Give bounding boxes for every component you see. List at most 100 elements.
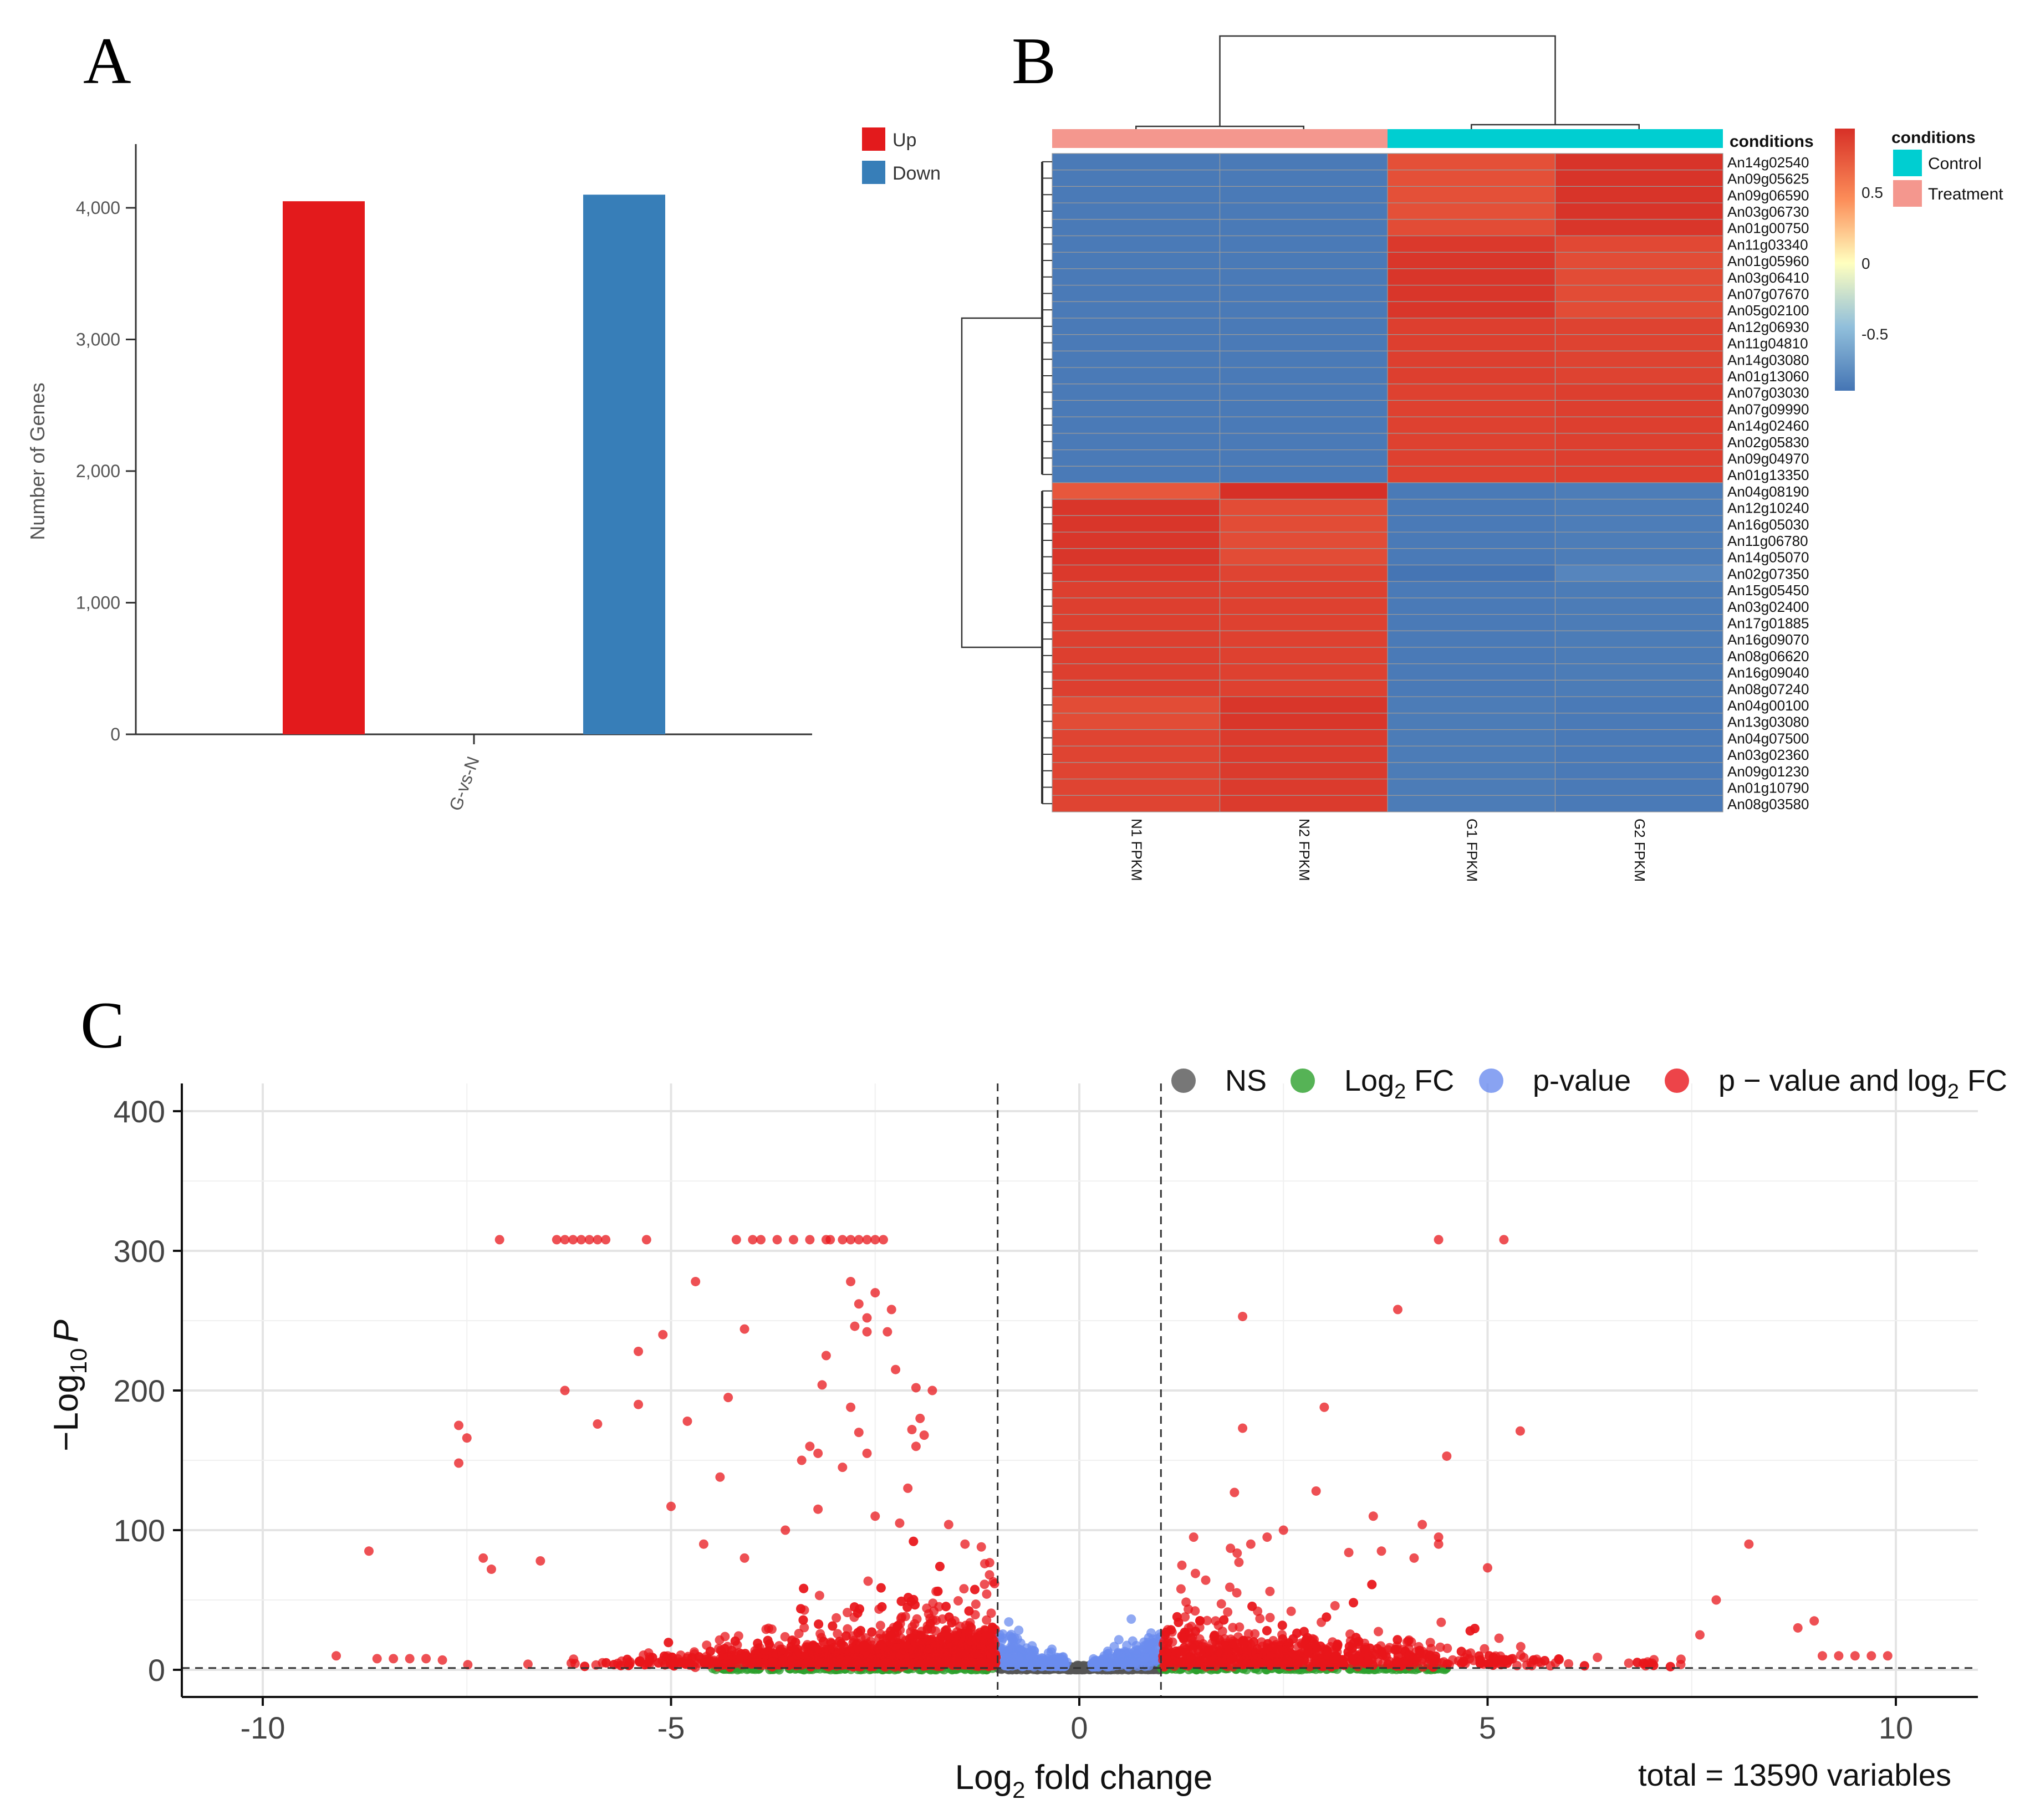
scatter-point-pvalue (1012, 1634, 1022, 1644)
scatter-point-pvalue (1113, 1649, 1123, 1659)
scatter-point-significant (896, 1596, 906, 1606)
scatter-point-significant (980, 1579, 990, 1589)
heatmap-row-label: An09g01230 (1727, 763, 1809, 780)
legend-label-rest: FC (1406, 1064, 1454, 1097)
scatter-point-significant (1299, 1627, 1309, 1637)
scatter-point-significant (1474, 1651, 1484, 1661)
scatter-point-significant (1247, 1601, 1257, 1611)
scatter-point-significant (1343, 1647, 1353, 1657)
heatmap-cell (1052, 318, 1221, 335)
scatter-point-significant (694, 1652, 704, 1662)
scatter-point-pvalue (1126, 1614, 1136, 1624)
heatmap-cell (1219, 268, 1388, 286)
scatter-point-significant (805, 1235, 815, 1245)
scatter-point-significant (1180, 1612, 1190, 1622)
heatmap-cell (1387, 153, 1556, 171)
heatmap-cell (1219, 499, 1388, 517)
scatter-point-pvalue (1122, 1640, 1132, 1650)
scatter-point-significant (832, 1613, 841, 1623)
scatter-point-significant (1497, 1655, 1507, 1665)
scatter-point-pvalue (1123, 1661, 1133, 1671)
scatter-point-significant (1171, 1646, 1181, 1656)
scatter-point-significant (941, 1625, 951, 1635)
scatter-point-significant (1436, 1617, 1446, 1627)
scatter-point-significant (1292, 1628, 1302, 1638)
heatmap-cell (1052, 647, 1221, 664)
heatmap-cell (1387, 449, 1556, 467)
bar-down (583, 195, 665, 734)
heatmap-row-label: An14g02460 (1727, 417, 1809, 434)
scatter-point-significant (1344, 1547, 1354, 1557)
scatter-point-significant (940, 1657, 950, 1667)
scatter-point-significant (988, 1577, 998, 1587)
scatter-point-significant (730, 1655, 739, 1665)
heatmap-row-label: An14g03080 (1727, 351, 1809, 368)
heatmap-cell (1219, 252, 1388, 269)
heatmap-cell (1052, 186, 1221, 203)
scatter-point-significant (814, 1619, 824, 1629)
heatmap-cell (1219, 729, 1388, 747)
scatter-point-significant (1238, 1311, 1248, 1321)
heatmap-cell (1387, 795, 1556, 812)
scatter-point-significant (1253, 1657, 1263, 1667)
scatter-point-significant (1349, 1638, 1359, 1648)
scatter-point-significant (886, 1305, 896, 1315)
scatter-point-significant (698, 1539, 708, 1549)
scatter-point-significant (850, 1321, 860, 1331)
scatter-point-significant (1158, 1651, 1168, 1661)
scatter-point-significant (1213, 1648, 1223, 1658)
heatmap-cell (1554, 614, 1723, 631)
scatter-point-significant (1277, 1620, 1287, 1630)
scatter-point-significant (925, 1644, 935, 1654)
heatmap-cell (1052, 350, 1221, 368)
heatmap-cell (1387, 186, 1556, 203)
heatmap-row-label: An01g00750 (1727, 220, 1809, 237)
scatter-point-significant (985, 1570, 994, 1580)
heatmap-cell (1387, 647, 1556, 664)
scatter-point-pvalue (1131, 1640, 1141, 1650)
legend-label-main: NS (1225, 1064, 1267, 1097)
heatmap-cell (1219, 745, 1388, 763)
scatter-point-significant (1226, 1543, 1236, 1553)
scatter-point-significant (1173, 1657, 1183, 1667)
heatmap-cell (1387, 252, 1556, 269)
legend-label-fc: Log2 FC (1344, 1064, 1454, 1103)
scatter-point-significant (1373, 1644, 1383, 1654)
scatter-point-significant (1793, 1623, 1803, 1633)
scatter-point-significant (923, 1656, 933, 1666)
heatmap-cell (1554, 367, 1723, 385)
scatter-point-significant (756, 1235, 766, 1245)
legend-marker-NS (1171, 1069, 1196, 1093)
scatter-point-significant (1226, 1654, 1236, 1664)
scatter-point-significant (1191, 1626, 1201, 1636)
heatmap-cell (1052, 384, 1221, 401)
y-tick-label: 4,000 (76, 198, 120, 218)
scatter-point-significant (941, 1602, 951, 1612)
scatter-point-significant (986, 1608, 996, 1618)
heatmap-cell (1219, 367, 1388, 385)
scatter-point-significant (980, 1558, 990, 1568)
scatter-point-significant (902, 1653, 912, 1663)
scatter-point-significant (1274, 1655, 1284, 1665)
heatmap-row-label: An01g13350 (1727, 467, 1809, 483)
scatter-point-significant (494, 1235, 504, 1245)
scatter-point-significant (659, 1651, 669, 1661)
scatter-point-significant (870, 1235, 880, 1245)
heatmap-cell (1387, 663, 1556, 681)
scatter-point-significant (911, 1383, 921, 1393)
scatter-point-significant (893, 1620, 903, 1630)
heatmap-cell (1387, 219, 1556, 237)
scatter-point-significant (569, 1654, 579, 1664)
scatter-point-significant (862, 1448, 872, 1458)
scatter-point-significant (837, 1659, 846, 1669)
heatmap-cell (1219, 416, 1388, 434)
scatter-point-significant (878, 1235, 888, 1245)
scatter-point-significant (915, 1413, 925, 1423)
heatmap-row-label: An03g02400 (1727, 599, 1809, 615)
heatmap-cell (1554, 449, 1723, 467)
scatter-point-significant (859, 1640, 869, 1650)
x-tick-label: 10 (1879, 1710, 1913, 1745)
scatter-point-significant (982, 1615, 992, 1625)
legend-label-down: Down (892, 163, 941, 184)
